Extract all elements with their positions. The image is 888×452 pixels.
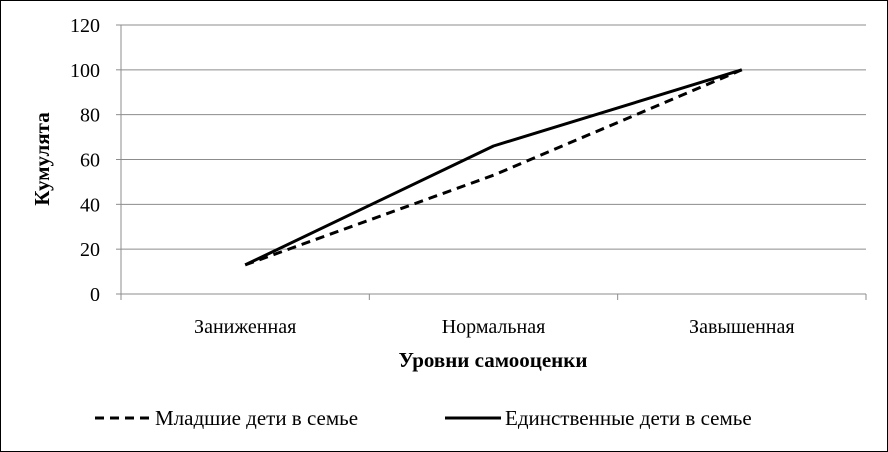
y-axis-title: Кумулята (30, 112, 54, 206)
y-tick-label: 120 (70, 15, 100, 37)
y-tick-label: 0 (90, 284, 100, 306)
legend: Младшие дети в семье Единственные дети в… (95, 406, 752, 430)
y-tick-label: 40 (80, 194, 100, 216)
y-tick-label: 80 (80, 105, 100, 127)
axes (116, 24, 867, 300)
x-axis-title: Уровни самооценки (399, 348, 588, 372)
y-tick-label: 60 (80, 150, 100, 172)
legend-label-series-1: Младшие дети в семье (155, 406, 358, 430)
y-tick-labels: 0 20 40 60 80 100 120 (70, 15, 100, 306)
legend-label-series-2: Единственные дети в семье (505, 406, 752, 430)
gridlines (121, 24, 866, 250)
series-line-1 (244, 68, 743, 267)
series-line-2 (244, 68, 743, 267)
x-tick-label: Заниженная (194, 316, 296, 338)
y-tick-label: 100 (70, 60, 100, 82)
x-tick-label: Нормальная (442, 316, 546, 338)
series-lines (244, 68, 743, 267)
y-tick-label: 20 (80, 239, 100, 261)
x-tick-label: Завышенная (689, 316, 795, 338)
x-tick-labels: Заниженная Нормальная Завышенная (194, 316, 795, 338)
